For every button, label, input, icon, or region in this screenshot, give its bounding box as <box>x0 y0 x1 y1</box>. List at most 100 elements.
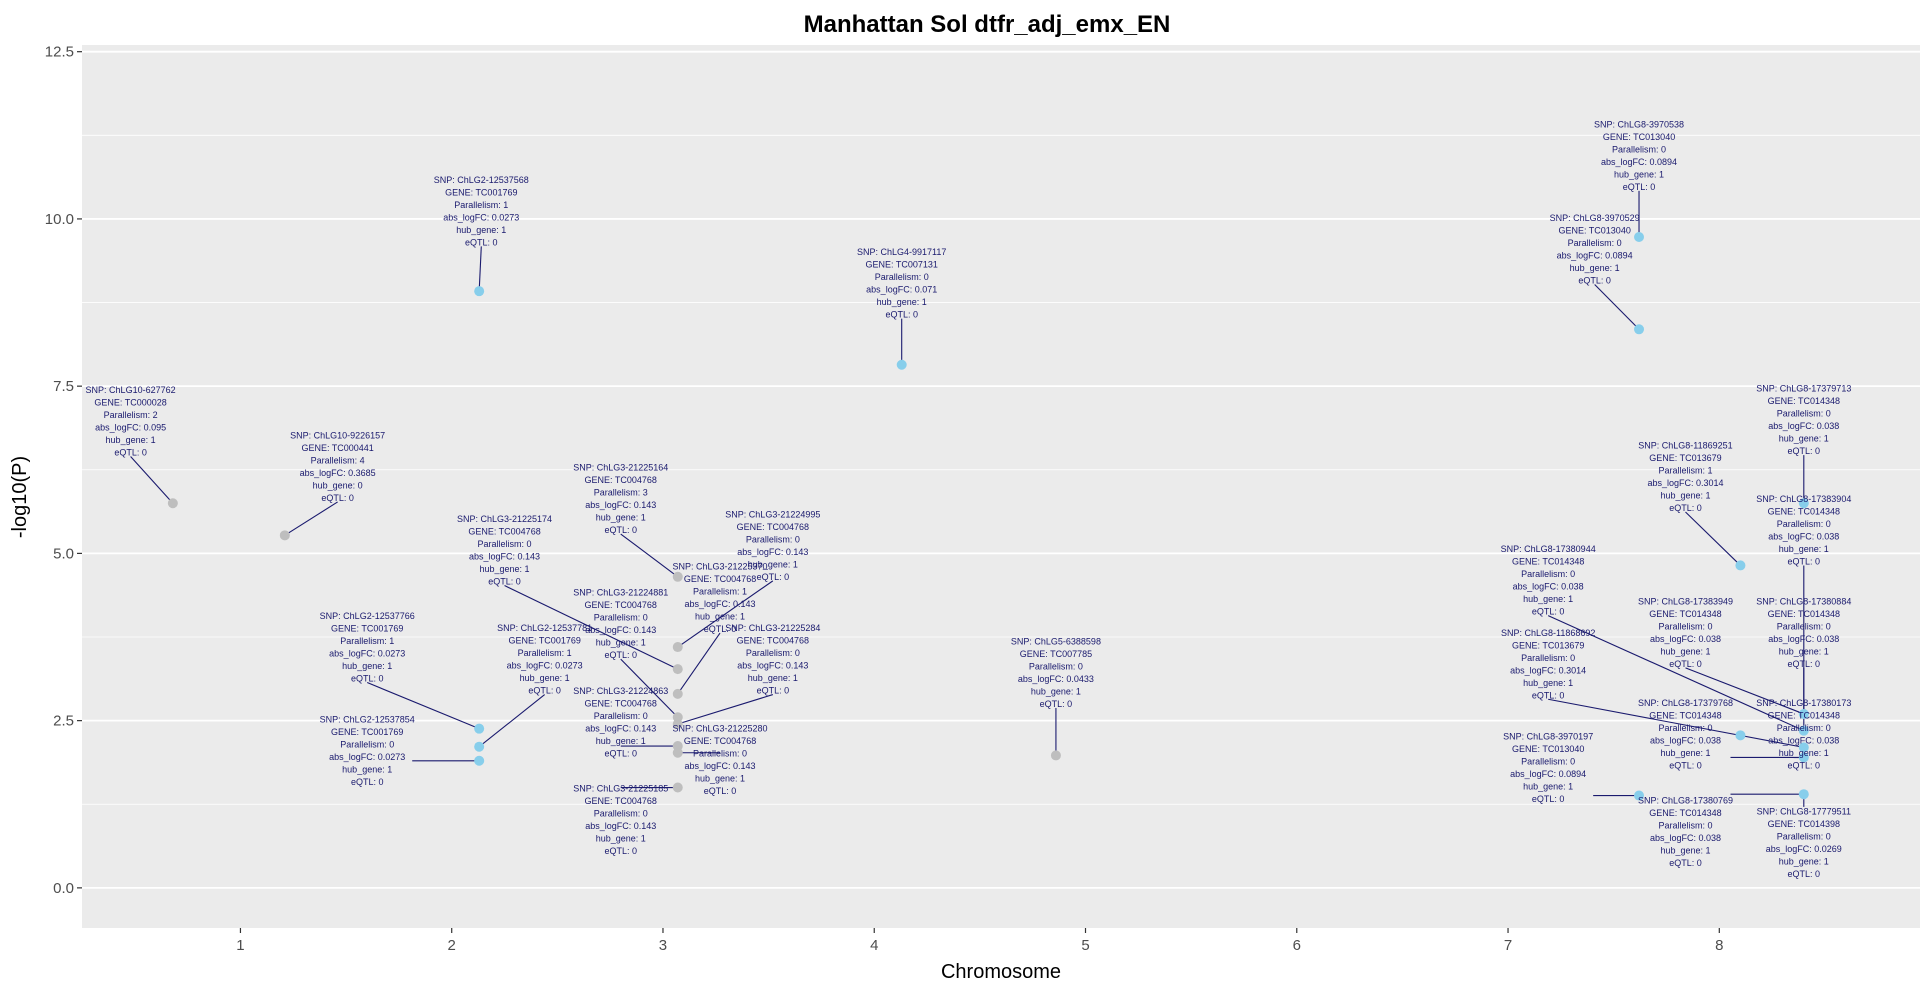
annotation-line: Parallelism: 0 <box>1658 621 1712 631</box>
annotation-label: SNP: ChLG8-17383904 GENE: TC014348 Paralle… <box>1756 494 1851 567</box>
snp-point <box>167 498 178 509</box>
annotation-line: Parallelism: 0 <box>594 711 648 721</box>
annotation-line: eQTL: 0 <box>1532 794 1565 804</box>
annotation-line: SNP: ChLG3-21225174 <box>457 514 552 524</box>
annotation-line: GENE: TC001769 <box>508 636 580 646</box>
annotation-line: eQTL: 0 <box>1788 556 1821 566</box>
annotation-line: SNP: ChLG8-17383949 <box>1638 596 1733 606</box>
annotation-label: SNP: ChLG8-3970529 GENE: TC013040 Parallel… <box>1550 213 1640 286</box>
annotation-line: abs_logFC: 0.071 <box>866 285 937 295</box>
y-tick-label: 2.5 <box>53 713 74 730</box>
hub-gene-point <box>1798 742 1809 753</box>
hub-gene-point <box>474 741 485 752</box>
annotation-line: hub_gene: 1 <box>1031 686 1081 696</box>
annotation-label: SNP: ChLG3-21224863 GENE: TC004768 Paralle… <box>573 686 668 759</box>
x-tick-label: 7 <box>1504 937 1512 954</box>
annotation-line: GENE: TC014348 <box>1512 557 1584 567</box>
annotation-label: SNP: ChLG8-17383949 GENE: TC014348 Paralle… <box>1638 596 1733 669</box>
annotation-line: SNP: ChLG3-21225280 <box>672 723 767 733</box>
snp-point <box>672 747 683 758</box>
x-tick-label: 2 <box>448 937 456 954</box>
annotation-line: eQTL: 0 <box>604 846 637 856</box>
annotation-label: SNP: ChLG8-3970197 GENE: TC013040 Parallel… <box>1503 731 1593 804</box>
annotation-line: eQTL: 0 <box>1532 690 1565 700</box>
annotation-line: hub_gene: 1 <box>1660 846 1710 856</box>
annotation-line: Parallelism: 1 <box>340 636 394 646</box>
data-points <box>167 231 1809 801</box>
annotation-label: SNP: ChLG4-9917117 GENE: TC007131 Parallel… <box>857 247 946 320</box>
x-tick-label: 6 <box>1293 937 1301 954</box>
annotation-line: abs_logFC: 0.038 <box>1650 833 1721 843</box>
annotation-line: hub_gene: 1 <box>106 435 156 445</box>
annotation-label: SNP: ChLG8-17380944 GENE: TC014348 Paralle… <box>1501 544 1596 617</box>
annotation-line: GENE: TC014348 <box>1649 609 1721 619</box>
annotation-line: hub_gene: 1 <box>596 513 646 523</box>
annotation-label: SNP: ChLG2-12537854 GENE: TC001769 Paralle… <box>320 715 415 788</box>
annotation-line: eQTL: 0 <box>1788 659 1821 669</box>
annotation-line: GENE: TC014348 <box>1768 711 1840 721</box>
x-tick-label: 4 <box>870 937 878 954</box>
annotation-leader <box>1594 284 1640 330</box>
annotation-line: SNP: ChLG2-12537854 <box>320 715 415 725</box>
annotation-label: SNP: ChLG2-12537568 GENE: TC001769 Paralle… <box>434 175 529 248</box>
annotation-line: eQTL: 0 <box>114 447 147 457</box>
annotation-line: SNP: ChLG8-11868692 <box>1501 628 1595 638</box>
annotation-line: eQTL: 0 <box>1788 761 1821 771</box>
annotation-line: SNP: ChLG8-3970197 <box>1503 731 1593 741</box>
annotation-line: hub_gene: 1 <box>1779 856 1829 866</box>
annotation-line: abs_logFC: 0.0269 <box>1766 844 1842 854</box>
annotation-line: GENE: TC014348 <box>1649 711 1721 721</box>
annotation-line: abs_logFC: 0.038 <box>1768 421 1839 431</box>
annotation-line: GENE: TC004768 <box>585 475 657 485</box>
y-tick-label: 10.0 <box>45 211 74 228</box>
hub-gene-point <box>1634 231 1645 242</box>
annotation-label: SNP: ChLG3-21225370 GENE: TC004768 Paralle… <box>672 562 767 635</box>
annotation-line: eQTL: 0 <box>1669 858 1702 868</box>
annotation-line: SNP: ChLG4-9917117 <box>857 247 946 257</box>
annotation-line: eQTL: 0 <box>704 624 737 634</box>
annotation-leader <box>677 632 721 695</box>
hub-gene-point <box>1634 790 1645 801</box>
snp-point <box>672 718 683 729</box>
annotation-line: Parallelism: 0 <box>1029 661 1083 671</box>
annotation-label: SNP: ChLG8-17379768 GENE: TC014348 Paralle… <box>1638 698 1733 771</box>
annotation-line: Parallelism: 4 <box>311 455 365 465</box>
annotation-line: abs_logFC: 0.0894 <box>1557 251 1633 261</box>
annotation-line: hub_gene: 1 <box>1614 169 1664 179</box>
annotation-line: abs_logFC: 0.143 <box>585 723 656 733</box>
annotation-line: eQTL: 0 <box>1623 182 1656 192</box>
annotation-line: GENE: TC014348 <box>1768 609 1840 619</box>
annotation-line: hub_gene: 1 <box>748 673 798 683</box>
y-tick-label: 5.0 <box>53 545 74 562</box>
annotation-leader <box>366 682 480 730</box>
annotation-line: hub_gene: 1 <box>748 559 798 569</box>
annotation-line: hub_gene: 1 <box>596 638 646 648</box>
annotation-line: eQTL: 0 <box>1788 869 1821 879</box>
annotation-line: eQTL: 0 <box>1669 503 1702 513</box>
annotation-line: GENE: TC004768 <box>737 522 809 532</box>
annotation-leader <box>1548 698 1804 748</box>
annotation-leader <box>504 585 679 670</box>
annotation-label: SNP: ChLG2-12537766 GENE: TC001769 Paralle… <box>320 611 415 684</box>
annotation-line: Parallelism: 0 <box>1777 831 1831 841</box>
annotation-leader <box>478 694 546 748</box>
annotation-line: SNP: ChLG8-17379713 <box>1756 384 1851 394</box>
annotation-line: SNP: ChLG8-17380769 <box>1638 796 1733 806</box>
y-tick-label: 7.5 <box>53 378 74 395</box>
annotation-line: SNP: ChLG2-12537766 <box>320 611 415 621</box>
annotation-line: GENE: TC004768 <box>585 698 657 708</box>
annotation-line: hub_gene: 1 <box>1660 490 1710 500</box>
annotation-leader <box>1685 511 1741 566</box>
annotation-line: SNP: ChLG10-627762 <box>86 385 176 395</box>
hub-gene-point <box>896 359 907 370</box>
snp-point <box>672 782 683 793</box>
annotation-line: GENE: TC014348 <box>1768 396 1840 406</box>
annotation-line: hub_gene: 1 <box>1570 263 1620 273</box>
plot-panel <box>82 45 1920 928</box>
snp-point <box>672 664 683 675</box>
annotation-line: eQTL: 0 <box>604 748 637 758</box>
annotation-line: Parallelism: 0 <box>478 539 532 549</box>
annotation-line: eQTL: 0 <box>1040 699 1073 709</box>
annotation-line: eQTL: 0 <box>321 493 354 503</box>
annotation-line: GENE: TC000028 <box>94 397 166 407</box>
